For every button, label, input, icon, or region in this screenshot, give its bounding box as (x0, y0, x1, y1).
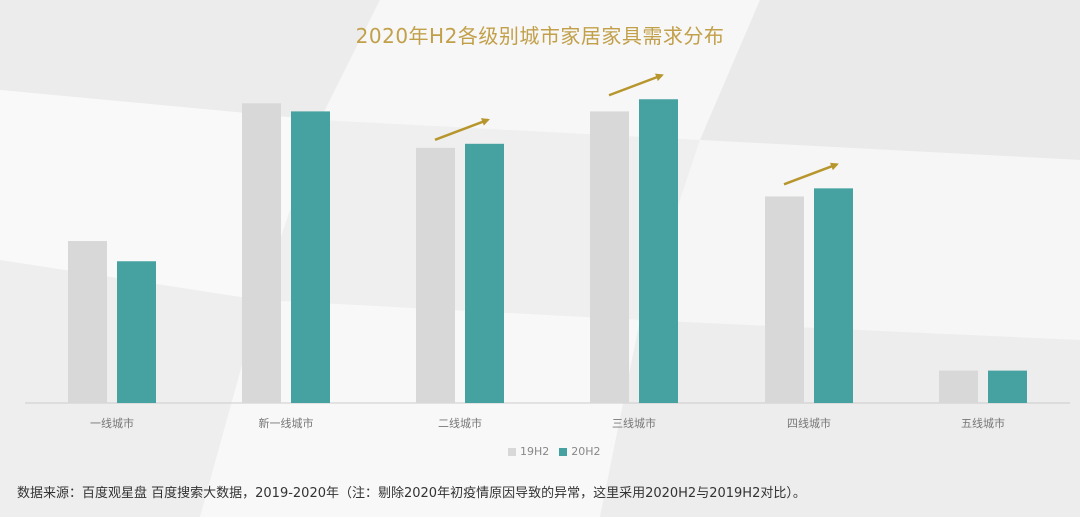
x-tick-label-tier4: 四线城市 (787, 416, 831, 430)
x-tick-label-tier5: 五线城市 (961, 416, 1005, 430)
bar-20h2-tier2 (465, 143, 504, 404)
legend-swatch-20h2 (559, 447, 568, 456)
bar-20h2-tier5 (988, 370, 1027, 403)
bar-19h2-tier3 (590, 111, 629, 404)
bar-19h2-tier4 (765, 196, 804, 403)
legend-item-20h2: 20H2 (559, 445, 601, 458)
source-note: 数据来源：百度观星盘 百度搜索大数据，2019-2020年（注：剔除2020年初… (17, 486, 806, 501)
legend-label-20h2: 20H2 (571, 445, 601, 458)
bar-20h2-new-tier1 (291, 111, 330, 404)
legend-item-19h2: 19H2 (508, 445, 549, 458)
growth-arrow-tier4 (783, 162, 839, 186)
legend: 19H2 20H2 (508, 445, 611, 458)
bar-20h2-tier3 (639, 99, 678, 403)
chart-title: 2020年H2各级别城市家居家具需求分布 (355, 24, 725, 48)
x-tick-label-new-tier1: 新一线城市 (259, 416, 314, 430)
bar-19h2-tier1 (68, 241, 107, 403)
bar-19h2-new-tier1 (242, 103, 281, 404)
x-tick-label-tier3: 三线城市 (612, 416, 656, 430)
bar-20h2-tier1 (117, 261, 156, 403)
growth-arrow-tier2 (434, 118, 490, 141)
legend-swatch-19h2 (508, 447, 516, 456)
bar-20h2-tier4 (814, 188, 853, 403)
x-tick-label-tier2: 二线城市 (438, 416, 482, 430)
bar-19h2-tier2 (416, 147, 455, 403)
legend-label-19h2: 19H2 (520, 445, 550, 458)
growth-arrow-tier3 (608, 73, 664, 97)
x-tick-label-tier1: 一线城市 (90, 416, 134, 430)
bar-19h2-tier5 (939, 370, 978, 403)
